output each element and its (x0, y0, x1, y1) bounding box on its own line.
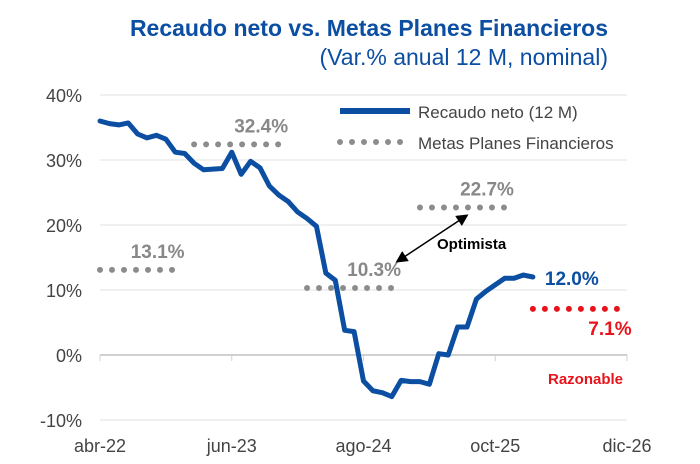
y-tick-label: 20% (46, 216, 82, 236)
y-tick-label: -10% (40, 411, 82, 431)
legend-label-recaudo: Recaudo neto (12 M) (418, 103, 578, 122)
y-tick-label: 40% (46, 86, 82, 106)
y-tick-label: 10% (46, 281, 82, 301)
target-label: 22.7% (460, 179, 514, 200)
y-tick-label: 0% (56, 346, 82, 366)
optimista-arrow (395, 214, 469, 263)
x-tick-label: ago-24 (335, 436, 391, 456)
target-label: 32.4% (234, 116, 288, 137)
end-value-label: 12.0% (545, 269, 599, 290)
optimista-label: Optimista (437, 236, 507, 253)
legend-label-metas: Metas Planes Financieros (418, 134, 614, 153)
chart-title: Recaudo neto vs. Metas Planes Financiero… (130, 14, 608, 72)
y-tick-label: 30% (46, 151, 82, 171)
target-label: 13.1% (131, 242, 185, 263)
target-label: 7.1% (588, 319, 631, 340)
x-tick-label: jun-23 (206, 436, 257, 456)
subtitle-text: (Var.% anual 12 M, nominal) (319, 44, 609, 70)
title-text: Recaudo neto vs. Metas Planes Financiero… (129, 15, 608, 41)
x-tick-label: abr-22 (74, 436, 126, 456)
x-tick-label: oct-25 (470, 436, 520, 456)
x-tick-label: dic-26 (602, 436, 651, 456)
target-label: 10.3% (347, 260, 401, 281)
razonable-label: Razonable (548, 371, 623, 388)
